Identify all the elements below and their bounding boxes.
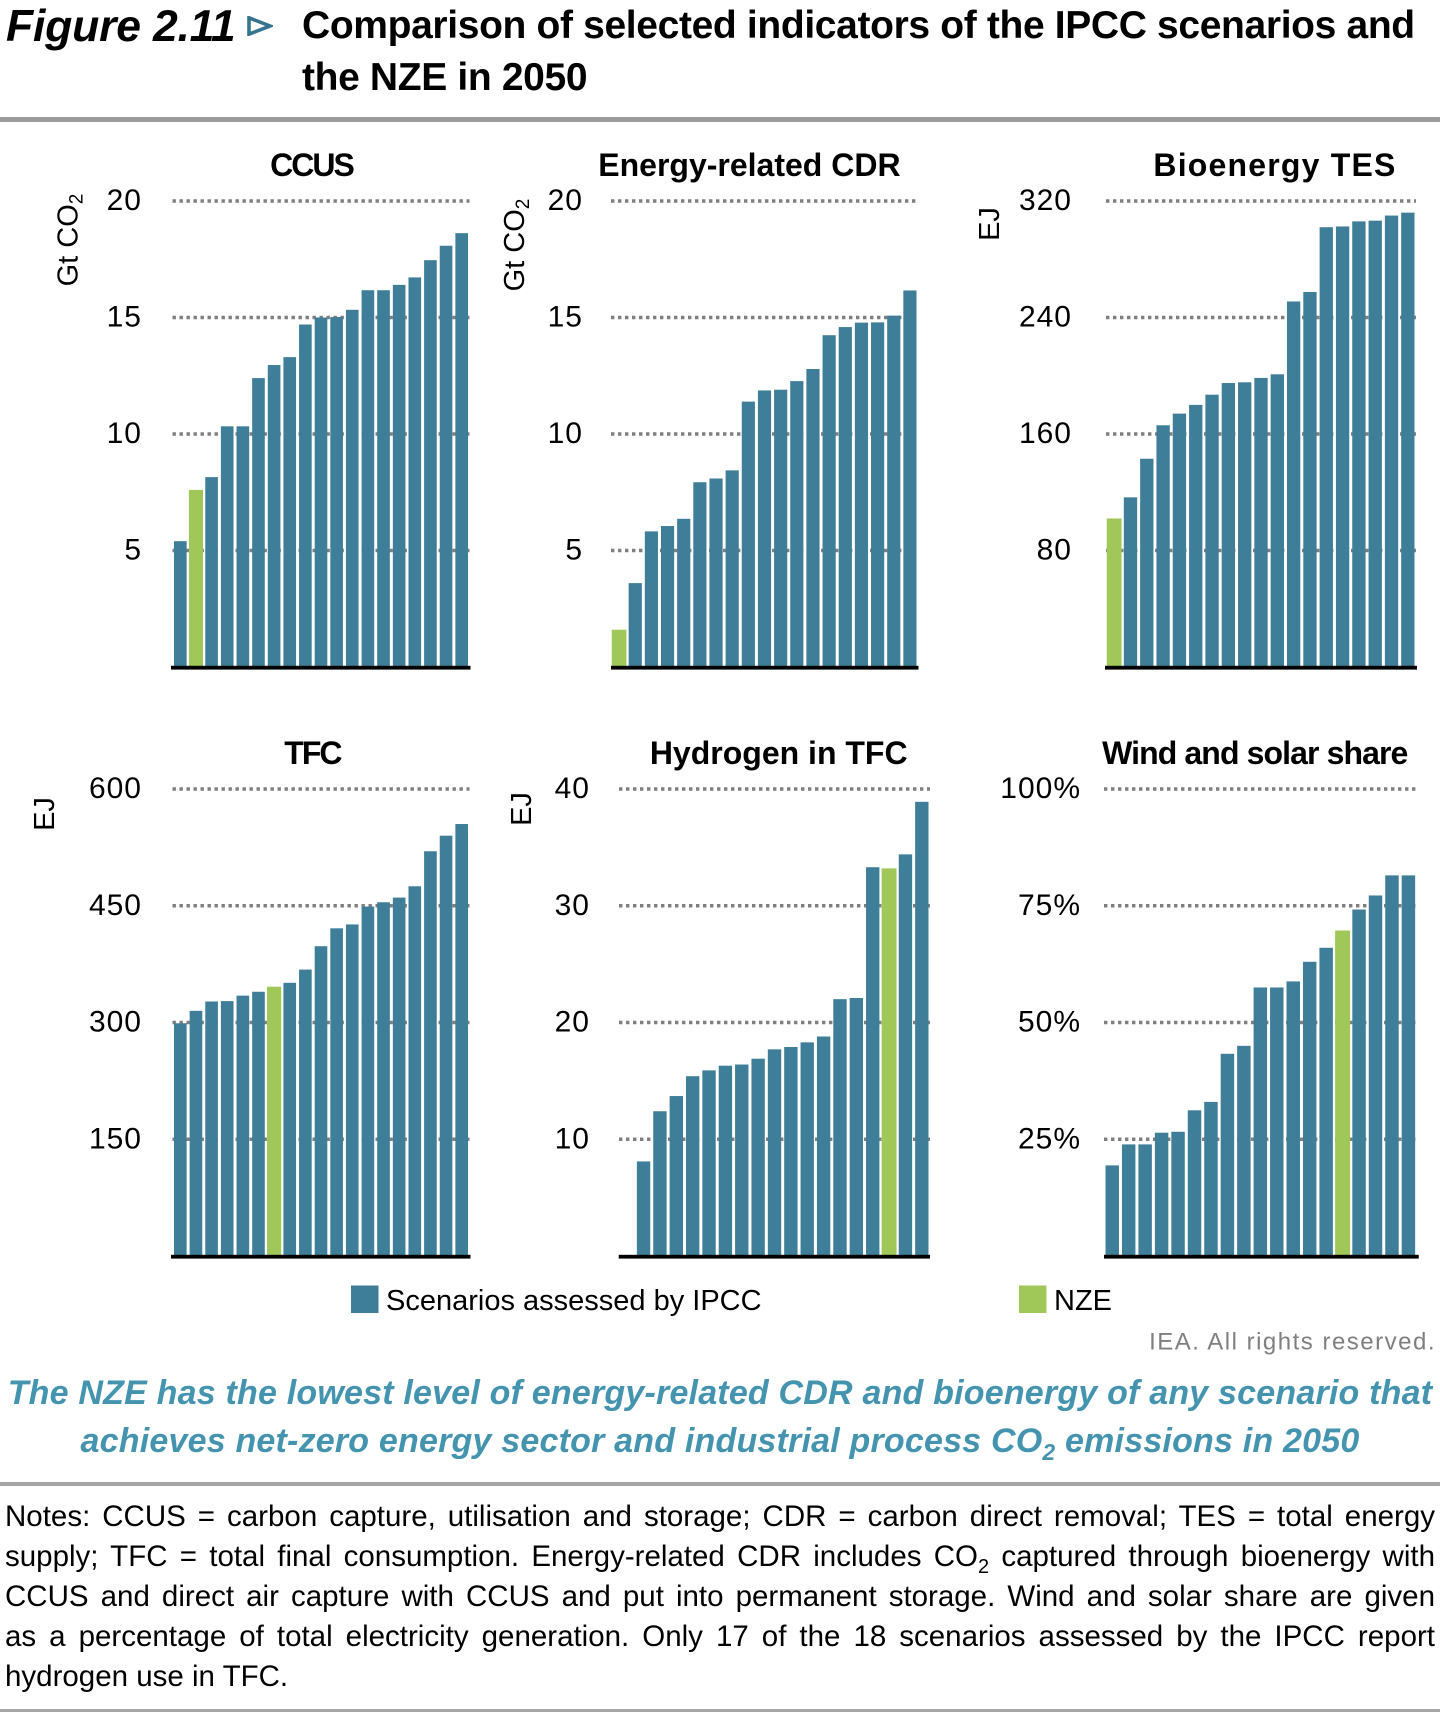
svg-text:240: 240 <box>1019 301 1072 334</box>
svg-text:EJ: EJ <box>29 797 61 831</box>
svg-text:600: 600 <box>89 772 142 805</box>
svg-text:320: 320 <box>1019 184 1072 217</box>
svg-text:450: 450 <box>89 889 142 922</box>
svg-text:5: 5 <box>565 534 583 567</box>
svg-text:Wind and solar share: Wind and solar share <box>1102 735 1407 771</box>
svg-text:160: 160 <box>1019 417 1072 450</box>
svg-text:Bioenergy TES: Bioenergy TES <box>1153 147 1396 183</box>
svg-text:5: 5 <box>124 534 142 567</box>
svg-text:EJ: EJ <box>974 207 1006 241</box>
svg-text:Energy-related CDR: Energy-related CDR <box>598 147 900 183</box>
svg-text:20: 20 <box>548 184 583 217</box>
svg-text:30: 30 <box>555 889 590 922</box>
svg-text:15: 15 <box>548 301 583 334</box>
svg-text:80: 80 <box>1037 534 1072 567</box>
svg-text:20: 20 <box>107 184 142 217</box>
svg-text:EJ: EJ <box>506 792 538 826</box>
svg-text:Hydrogen in TFC: Hydrogen in TFC <box>650 735 908 771</box>
svg-text:IEA. All rights reserved.: IEA. All rights reserved. <box>1149 1329 1436 1356</box>
svg-text:NZE: NZE <box>1054 1285 1112 1317</box>
svg-text:10: 10 <box>107 417 142 450</box>
svg-text:Gt CO2: Gt CO2 <box>53 194 88 287</box>
svg-text:40: 40 <box>555 772 590 805</box>
svg-text:150: 150 <box>89 1122 142 1155</box>
svg-text:50%: 50% <box>1018 1006 1081 1039</box>
svg-text:20: 20 <box>555 1006 590 1039</box>
svg-text:Gt CO2: Gt CO2 <box>499 199 534 292</box>
svg-text:CCUS: CCUS <box>270 147 354 183</box>
svg-text:300: 300 <box>89 1006 142 1039</box>
svg-text:10: 10 <box>555 1122 590 1155</box>
svg-text:15: 15 <box>107 301 142 334</box>
svg-text:10: 10 <box>548 417 583 450</box>
svg-text:100%: 100% <box>1000 772 1081 805</box>
svg-text:25%: 25% <box>1018 1122 1081 1155</box>
svg-text:75%: 75% <box>1018 889 1081 922</box>
svg-text:TFC: TFC <box>284 735 342 771</box>
svg-text:Scenarios assessed by IPCC: Scenarios assessed by IPCC <box>386 1285 762 1317</box>
